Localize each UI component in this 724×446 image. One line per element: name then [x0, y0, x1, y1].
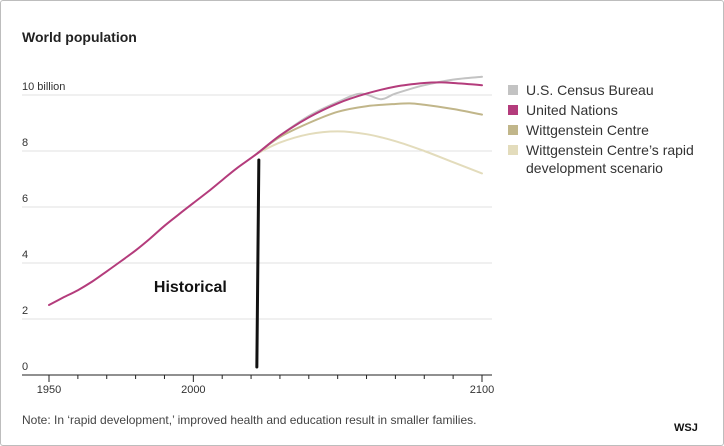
y-tick-label: 6 — [22, 193, 28, 205]
y-axis: 0 2 4 6 8 10 billion — [22, 81, 65, 373]
x-tick-label: 2000 — [181, 384, 205, 396]
wsj-logo: WSJ — [674, 422, 698, 434]
series-line-united-nations — [48, 81, 483, 306]
legend-label-u-s-census-bureau: U.S. Census Bureau — [526, 82, 654, 98]
historical-label: Historical — [154, 279, 227, 296]
y-tick-label: 4 — [22, 249, 28, 261]
legend-label-united-nations: United Nations — [526, 102, 618, 118]
gridlines — [22, 94, 492, 376]
legend-label-wittgenstein-centre-s-rapid-development-scenario: Wittgenstein Centre’s rapid development s… — [526, 142, 694, 176]
legend-swatch-wittgenstein-centre — [508, 125, 518, 135]
y-tick-label: 10 billion — [22, 81, 65, 93]
legend: U.S. Census Bureau United Nations Wittgens… — [508, 82, 694, 176]
series-line-wittgenstein-centre-s-rapid-development-scenario — [255, 130, 483, 175]
legend-label-wittgenstein-centre: Wittgenstein Centre — [526, 122, 649, 138]
series-line-u-s-census-bureau — [255, 75, 483, 155]
historical-annotation: Historical — [152, 158, 261, 369]
x-tick-label: 1950 — [37, 384, 61, 396]
chart-title: World population — [22, 29, 137, 45]
legend-swatch-u-s-census-bureau — [508, 85, 518, 95]
series-line-wittgenstein-centre — [255, 102, 483, 155]
y-tick-label: 8 — [22, 137, 28, 149]
legend-swatch-wittgenstein-centre-s-rapid-development-scenario — [508, 145, 518, 155]
x-axis: 1950 2000 2100 — [37, 375, 494, 396]
y-tick-label: 0 — [22, 361, 28, 373]
legend-swatch-united-nations — [508, 105, 518, 115]
series-lines — [48, 75, 483, 306]
x-tick-label: 2100 — [470, 384, 494, 396]
historical-marker-line — [255, 158, 261, 369]
chart-note: Note: In ‘rapid development,’ improved h… — [22, 413, 476, 427]
y-tick-label: 2 — [22, 305, 28, 317]
